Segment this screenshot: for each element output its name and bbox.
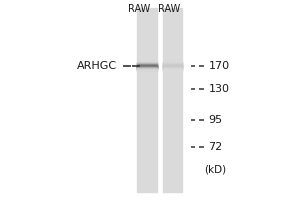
Bar	[163, 63, 182, 64]
Bar	[163, 69, 182, 70]
Bar	[137, 62, 157, 63]
Bar	[137, 69, 157, 70]
Bar	[163, 67, 182, 68]
Bar	[163, 68, 182, 69]
Bar	[137, 64, 157, 65]
Bar	[137, 69, 157, 70]
Bar	[137, 8, 157, 192]
Bar	[137, 67, 157, 68]
Bar	[137, 65, 157, 66]
Bar	[137, 63, 157, 64]
Bar	[137, 63, 157, 64]
Bar	[163, 65, 182, 66]
Bar	[137, 69, 157, 70]
Bar	[137, 70, 157, 71]
Bar	[163, 67, 182, 68]
Text: 95: 95	[208, 115, 223, 125]
Bar	[137, 66, 157, 67]
Bar	[137, 67, 157, 68]
Bar	[163, 64, 182, 65]
Text: 130: 130	[208, 84, 230, 94]
Bar	[163, 65, 182, 66]
Bar	[163, 66, 182, 67]
Bar	[163, 63, 182, 64]
Text: ARHGC: ARHGC	[77, 61, 117, 71]
Bar	[163, 65, 182, 66]
Bar	[163, 62, 182, 63]
Bar	[163, 67, 182, 68]
Bar	[137, 68, 157, 69]
Bar	[163, 62, 182, 63]
Text: 72: 72	[208, 142, 223, 152]
Bar	[137, 63, 157, 64]
Bar	[163, 66, 182, 67]
Bar	[163, 69, 182, 70]
Text: 170: 170	[208, 61, 230, 71]
Bar	[137, 66, 157, 67]
Bar	[163, 68, 182, 69]
Bar	[137, 69, 157, 70]
Bar	[163, 63, 182, 64]
Bar	[137, 68, 157, 69]
Text: RAW: RAW	[128, 4, 151, 14]
Bar	[137, 64, 157, 65]
Bar	[163, 64, 182, 65]
Bar	[163, 67, 182, 68]
Bar	[163, 64, 182, 65]
Bar	[163, 69, 182, 70]
Bar	[163, 66, 182, 67]
Bar	[163, 68, 182, 69]
Bar	[137, 65, 157, 66]
Bar	[163, 65, 182, 66]
Bar	[163, 63, 182, 64]
Bar	[137, 67, 157, 68]
Bar	[137, 64, 157, 65]
Bar	[137, 66, 157, 67]
Text: RAW: RAW	[158, 4, 181, 14]
Bar	[137, 67, 157, 68]
Bar	[137, 65, 157, 66]
Bar	[137, 68, 157, 69]
Bar	[137, 62, 157, 63]
Bar	[137, 65, 157, 66]
Text: (kD): (kD)	[204, 164, 226, 174]
Bar	[137, 62, 157, 63]
Bar	[163, 62, 182, 63]
Bar	[137, 63, 157, 64]
Bar	[163, 8, 182, 192]
Bar	[163, 69, 182, 70]
Bar	[163, 70, 182, 71]
